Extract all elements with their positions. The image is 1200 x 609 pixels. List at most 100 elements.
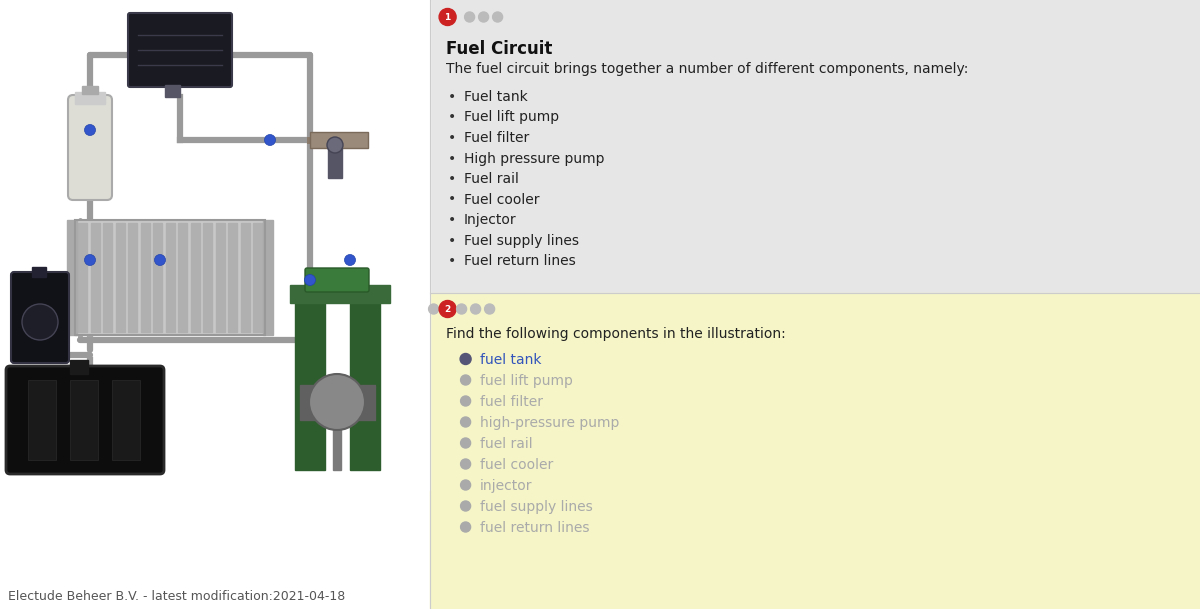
Circle shape: [84, 124, 96, 135]
Text: •: •: [448, 152, 456, 166]
Text: Fuel filter: Fuel filter: [463, 131, 529, 145]
Circle shape: [22, 304, 58, 340]
Bar: [300, 385, 374, 420]
Circle shape: [344, 255, 355, 266]
FancyBboxPatch shape: [128, 13, 232, 87]
Bar: [32, 267, 46, 277]
Circle shape: [461, 501, 470, 511]
FancyBboxPatch shape: [68, 95, 112, 200]
Circle shape: [461, 396, 470, 406]
Bar: [178, 223, 187, 332]
Text: Fuel return lines: Fuel return lines: [463, 254, 575, 268]
Circle shape: [461, 375, 470, 385]
Bar: [263, 220, 274, 335]
Text: fuel lift pump: fuel lift pump: [480, 374, 572, 388]
Bar: [166, 85, 180, 97]
Bar: [203, 223, 212, 332]
Circle shape: [439, 300, 456, 317]
Circle shape: [326, 137, 343, 153]
Circle shape: [461, 480, 470, 490]
Bar: [430, 293, 1200, 609]
Bar: [328, 148, 342, 178]
Bar: [0, 0, 430, 490]
Bar: [350, 295, 380, 470]
Bar: [140, 223, 150, 332]
Text: Electude Beheer B.V. - latest modification:2021-04-18: Electude Beheer B.V. - latest modificati…: [8, 590, 346, 603]
Text: fuel return lines: fuel return lines: [480, 521, 589, 535]
Circle shape: [84, 255, 96, 266]
Circle shape: [464, 12, 475, 22]
Text: •: •: [448, 172, 456, 186]
Text: •: •: [448, 213, 456, 227]
Bar: [191, 223, 199, 332]
Text: •: •: [448, 131, 456, 145]
Circle shape: [456, 304, 467, 314]
Circle shape: [461, 417, 470, 427]
Text: fuel supply lines: fuel supply lines: [480, 500, 593, 514]
Circle shape: [470, 304, 480, 314]
Text: Injector: Injector: [463, 213, 516, 227]
Text: high-pressure pump: high-pressure pump: [480, 416, 619, 430]
Bar: [166, 223, 174, 332]
Text: •: •: [448, 110, 456, 124]
Text: fuel tank: fuel tank: [480, 353, 541, 367]
FancyBboxPatch shape: [6, 366, 164, 474]
Bar: [82, 86, 98, 94]
Circle shape: [305, 275, 316, 286]
Circle shape: [485, 304, 494, 314]
Bar: [78, 223, 88, 332]
Text: Fuel tank: Fuel tank: [463, 90, 527, 104]
Bar: [0, 0, 430, 609]
Text: Fuel Circuit: Fuel Circuit: [445, 40, 552, 58]
FancyBboxPatch shape: [11, 272, 70, 363]
Text: fuel rail: fuel rail: [480, 437, 533, 451]
Circle shape: [460, 353, 472, 365]
Circle shape: [155, 255, 166, 266]
Bar: [290, 285, 390, 303]
Bar: [103, 223, 112, 332]
Bar: [90, 223, 100, 332]
Text: Find the following components in the illustration:: Find the following components in the ill…: [445, 327, 785, 341]
Text: Fuel rail: Fuel rail: [463, 172, 518, 186]
Bar: [310, 132, 368, 148]
Bar: [216, 223, 224, 332]
Bar: [240, 223, 250, 332]
Text: fuel cooler: fuel cooler: [480, 458, 553, 472]
Text: Fuel cooler: Fuel cooler: [463, 192, 539, 206]
Circle shape: [461, 438, 470, 448]
Circle shape: [479, 12, 488, 22]
Bar: [70, 380, 98, 460]
Bar: [430, 0, 1200, 293]
Circle shape: [461, 522, 470, 532]
Text: Fuel lift pump: Fuel lift pump: [463, 110, 559, 124]
Bar: [74, 220, 265, 335]
Circle shape: [439, 9, 456, 26]
Bar: [253, 223, 262, 332]
Bar: [112, 380, 140, 460]
Bar: [74, 220, 265, 335]
Circle shape: [310, 374, 365, 430]
Text: •: •: [448, 233, 456, 247]
Bar: [128, 223, 137, 332]
Bar: [228, 223, 238, 332]
Text: High pressure pump: High pressure pump: [463, 152, 604, 166]
Bar: [154, 223, 162, 332]
Bar: [67, 220, 77, 335]
FancyBboxPatch shape: [305, 268, 370, 292]
Bar: [28, 380, 56, 460]
Circle shape: [461, 459, 470, 469]
Text: •: •: [448, 254, 456, 268]
Circle shape: [264, 135, 276, 146]
Bar: [115, 223, 125, 332]
Text: 2: 2: [444, 304, 451, 314]
Bar: [334, 420, 341, 470]
Circle shape: [492, 12, 503, 22]
Bar: [295, 295, 325, 470]
Text: The fuel circuit brings together a number of different components, namely:: The fuel circuit brings together a numbe…: [445, 62, 968, 76]
Bar: [70, 360, 88, 374]
Text: •: •: [448, 192, 456, 206]
Bar: [74, 92, 106, 104]
Text: •: •: [448, 90, 456, 104]
Text: fuel filter: fuel filter: [480, 395, 542, 409]
Text: injector: injector: [480, 479, 532, 493]
